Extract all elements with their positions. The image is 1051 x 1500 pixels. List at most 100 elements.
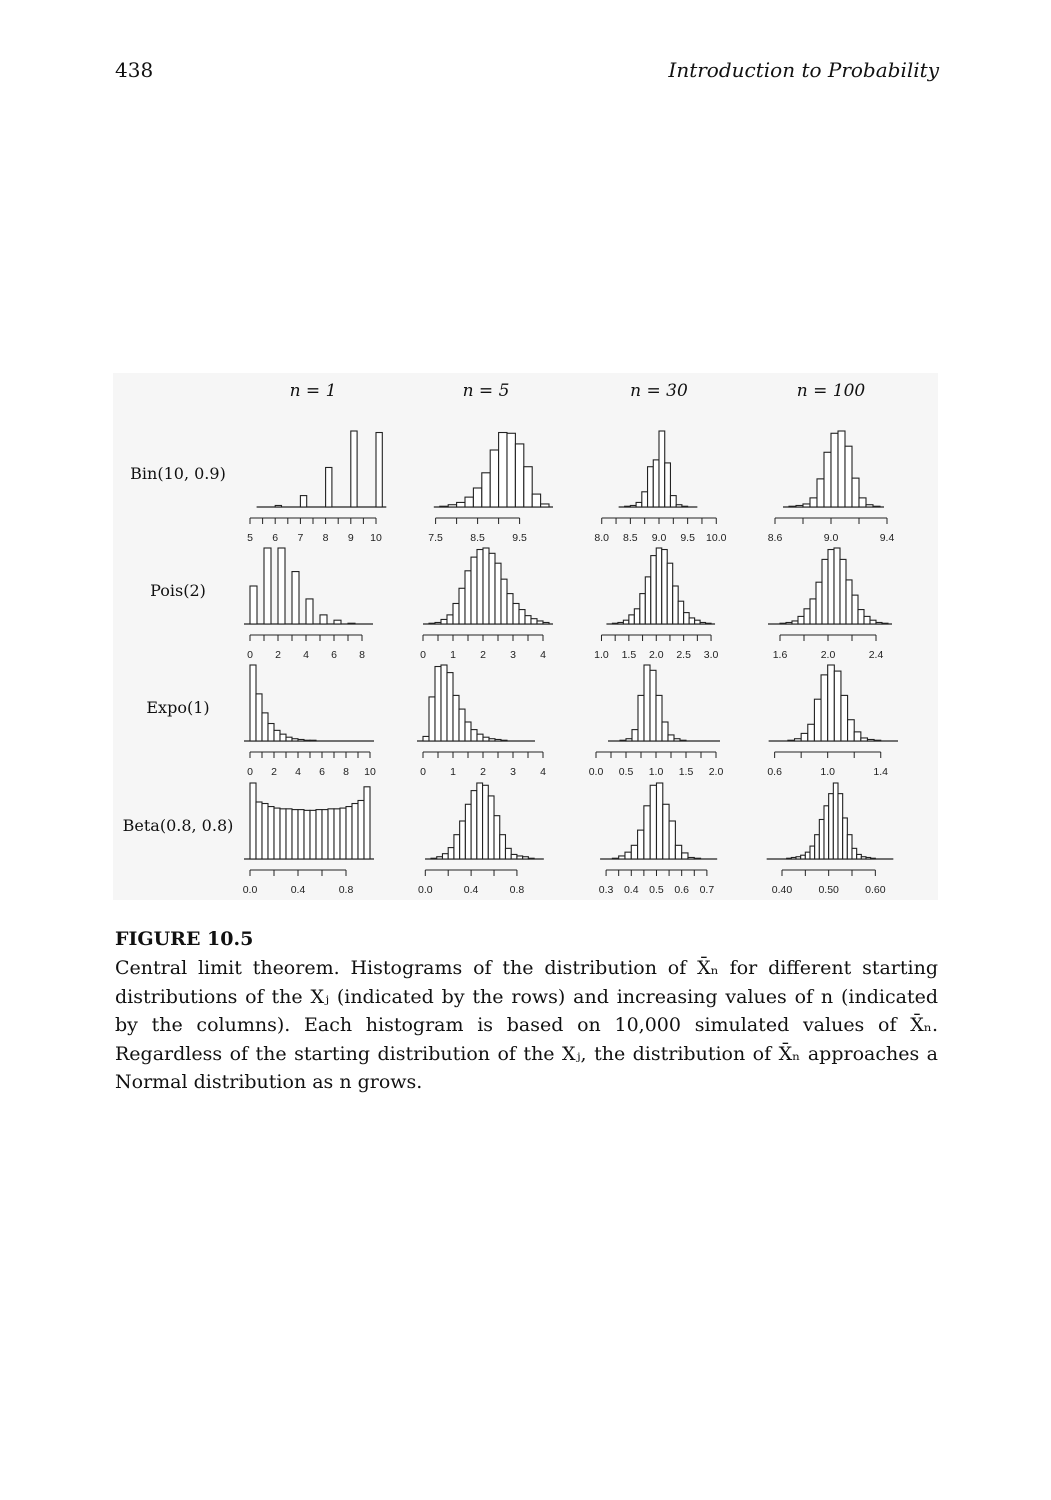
x-tick-label: 1.0 <box>649 766 664 778</box>
x-tick-label: 0.6 <box>674 884 689 896</box>
histogram-bar <box>363 786 371 860</box>
histogram-bar <box>255 693 263 742</box>
histogram-bar <box>666 562 674 625</box>
x-tick-label: 3.0 <box>704 649 719 661</box>
x-tick-label: 2.0 <box>821 649 836 661</box>
histogram-bar <box>470 556 478 625</box>
x-tick-label: 0.0 <box>589 766 604 778</box>
histogram-bar <box>530 618 538 625</box>
histogram-bar <box>664 462 672 508</box>
x-tick-label: 0.0 <box>418 884 433 896</box>
figure-caption-text: Central limit theorem. Histograms of the… <box>115 954 938 1097</box>
histogram-bar <box>669 495 677 508</box>
histogram-bar <box>504 847 512 860</box>
histogram-bar <box>488 552 496 625</box>
histogram-bar <box>865 856 872 860</box>
histogram-bar <box>668 820 676 860</box>
histogram-bar <box>705 622 712 625</box>
histogram-bar <box>439 505 449 508</box>
histogram-panel: 0.40 0.50 0.60 <box>766 782 894 896</box>
histogram-bar <box>267 806 275 860</box>
histogram-bar <box>865 504 874 508</box>
histogram-bar <box>327 808 335 860</box>
page-number: 438 <box>115 58 154 82</box>
histogram-bar <box>628 614 635 625</box>
histogram-bar <box>637 694 645 742</box>
histogram-bar <box>291 809 299 860</box>
histogram-bar <box>611 857 620 860</box>
histogram-bar <box>655 782 664 860</box>
histogram-bar <box>619 739 627 742</box>
x-tick-label: 2.0 <box>649 649 664 661</box>
histogram-bar <box>514 443 525 508</box>
histogram-bar <box>693 857 702 860</box>
histogram-bar <box>482 736 490 742</box>
histogram-bar <box>428 622 436 625</box>
x-tick-label: 2 <box>275 649 281 661</box>
histogram-bar <box>655 547 663 625</box>
histogram-bar <box>277 547 286 625</box>
histogram-bar <box>498 431 508 508</box>
histogram-bar <box>375 431 383 508</box>
histogram-bar <box>255 801 263 860</box>
x-tick-label: 7.5 <box>428 532 443 544</box>
histogram-bar <box>305 598 314 625</box>
histogram-bar <box>476 782 484 860</box>
histogram-panel: 0.0 0.4 0.8 <box>418 782 544 896</box>
histogram-bar <box>249 585 258 625</box>
histogram-bar <box>428 696 436 742</box>
histogram-bar <box>527 857 535 860</box>
histogram-bar <box>321 809 329 860</box>
histogram-bar <box>285 736 293 742</box>
histogram-grid-svg: n = 1 n = 5 n = 30 n = 100 Bin(10, 0.9) Pois(… <box>123 381 898 896</box>
x-tick-label: 9.5 <box>512 532 527 544</box>
column-title: n = 100 <box>797 381 866 401</box>
histogram-panel: 1.6 2.0 2.4 <box>768 547 892 661</box>
x-tick-label: 8.0 <box>594 532 609 544</box>
histogram-bar <box>681 505 689 508</box>
x-tick-label: 4 <box>540 766 546 778</box>
histogram-bar <box>611 622 619 625</box>
histogram-bar <box>699 621 707 625</box>
histogram-bar <box>319 614 328 625</box>
histogram-bar <box>470 729 478 742</box>
x-tick-label: 6 <box>319 766 325 778</box>
column-title: n = 5 <box>463 381 510 401</box>
histogram-panel: 0 1 2 3 4 <box>420 547 553 661</box>
histogram-bar <box>261 802 269 860</box>
x-tick-label: 8 <box>343 766 349 778</box>
histogram-panel: 8.6 9.0 9.4 <box>768 430 894 544</box>
histogram-bar <box>446 614 454 625</box>
histogram-bar <box>531 493 542 508</box>
histogram-panel: 0.3 0.4 0.5 0.6 0.7 <box>599 782 718 896</box>
x-tick-label: 0.7 <box>700 884 715 896</box>
histogram-bar <box>472 487 483 508</box>
histogram-bar <box>856 853 862 860</box>
histogram-bar <box>347 622 356 625</box>
histogram-bar <box>866 738 875 742</box>
histogram-bar <box>273 807 281 860</box>
x-tick-label: 3 <box>510 766 516 778</box>
histogram-bar <box>674 844 683 860</box>
histogram-bar <box>540 503 550 508</box>
histogram-panel: 0 2 4 6 8 <box>244 547 373 661</box>
x-tick-label: 6 <box>272 532 278 544</box>
histogram-bar <box>489 449 500 508</box>
histogram-bar <box>643 664 651 742</box>
histogram-bar <box>816 478 825 508</box>
histogram-bar <box>303 809 311 860</box>
histogram-bar <box>452 602 460 625</box>
row-label: Pois(2) <box>150 581 206 600</box>
histogram-bar <box>459 820 466 860</box>
histogram-bar <box>833 670 842 742</box>
histogram-bar <box>809 497 818 508</box>
histogram-bar <box>675 504 683 508</box>
histogram-bar <box>804 851 811 860</box>
histogram-bar <box>436 856 444 860</box>
histogram-bar <box>679 739 687 742</box>
histogram-bar <box>844 445 853 508</box>
histogram-bar <box>481 472 491 508</box>
column-title: n = 1 <box>290 381 337 401</box>
histogram-bar <box>617 621 624 625</box>
x-tick-label: 1.0 <box>594 649 609 661</box>
